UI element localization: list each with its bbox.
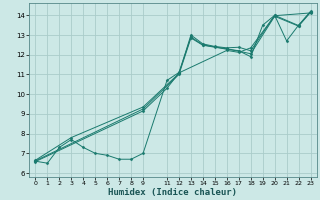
X-axis label: Humidex (Indice chaleur): Humidex (Indice chaleur) [108, 188, 237, 197]
